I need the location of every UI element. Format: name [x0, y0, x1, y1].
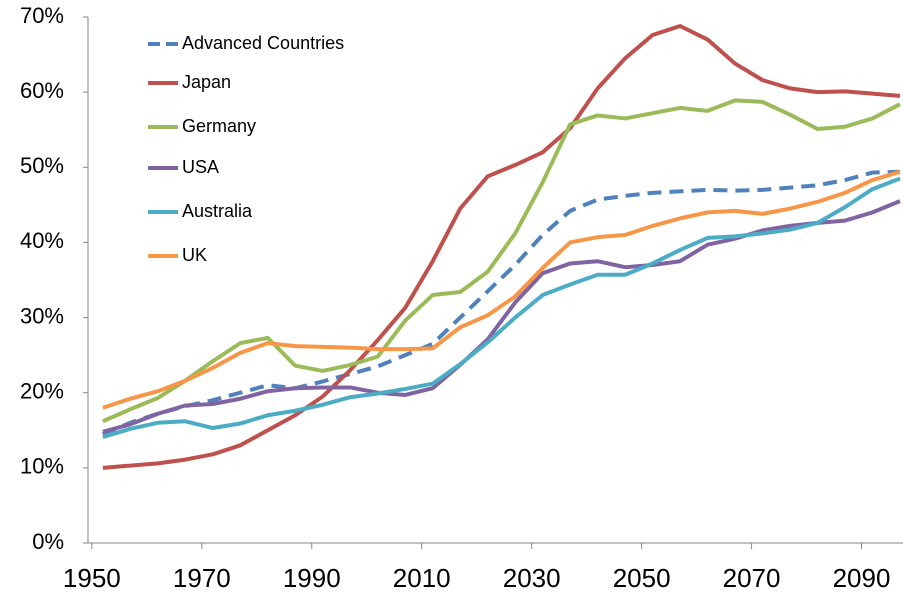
x-tick-label: 1990: [283, 563, 341, 593]
x-tick-label: 2090: [833, 563, 891, 593]
series-line: [102, 98, 901, 424]
y-tick-label: 50%: [20, 153, 64, 178]
legend-label: UK: [182, 245, 207, 265]
y-tick-label: 30%: [20, 303, 64, 328]
y-tick-label: 70%: [20, 3, 64, 28]
y-tick-label: 20%: [20, 379, 64, 404]
x-tick-label: 2010: [393, 563, 451, 593]
legend-label: Australia: [182, 201, 253, 221]
x-tick-label: 2070: [723, 563, 781, 593]
series-line: [102, 199, 901, 434]
legend-label: Japan: [182, 72, 231, 92]
y-tick-label: 60%: [20, 78, 64, 103]
series-line: [102, 24, 901, 470]
legend-label: USA: [182, 157, 219, 177]
series-line: [102, 176, 901, 439]
x-tick-label: 2030: [503, 563, 561, 593]
series-line: [102, 169, 901, 436]
y-tick-label: 40%: [20, 228, 64, 253]
x-tick-label: 1950: [63, 563, 121, 593]
legend-label: Germany: [182, 116, 256, 136]
y-tick-label: 0%: [32, 529, 64, 554]
x-tick-label: 1970: [173, 563, 231, 593]
legend-label: Advanced Countries: [182, 33, 344, 53]
series-line: [102, 169, 901, 410]
y-tick-label: 10%: [20, 454, 64, 479]
x-tick-label: 2050: [613, 563, 671, 593]
